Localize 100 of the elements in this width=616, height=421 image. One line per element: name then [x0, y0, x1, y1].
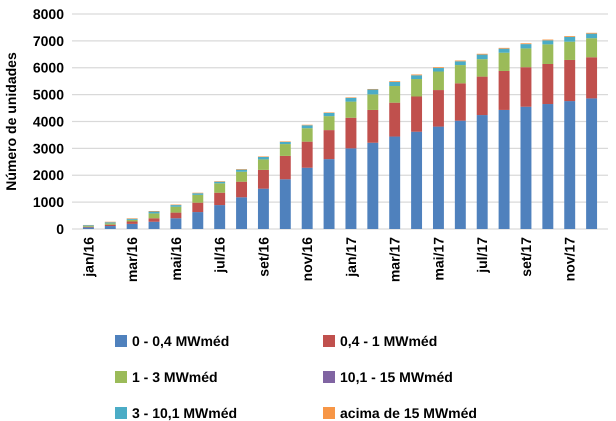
x-tick-label: mar/17	[386, 236, 403, 282]
bar	[454, 65, 466, 84]
bar	[345, 148, 356, 229]
bar	[476, 76, 488, 116]
bar	[586, 98, 598, 229]
y-tick-label: 5000	[32, 86, 64, 103]
bar	[280, 156, 291, 180]
legend-label: 3 - 10,1 MWméd	[132, 404, 238, 421]
bar	[476, 54, 488, 60]
bar	[498, 70, 510, 110]
legend-label: 1 - 3 MWméd	[132, 368, 218, 385]
bar	[367, 94, 378, 110]
bar	[564, 60, 576, 102]
bar	[411, 132, 422, 229]
bar	[498, 48, 510, 53]
bar	[345, 98, 356, 102]
bar	[520, 44, 532, 48]
bar	[432, 68, 444, 72]
bar	[236, 172, 248, 182]
bar	[302, 168, 313, 229]
bar	[389, 102, 400, 137]
legend-label: 10,1 - 15 MWméd	[340, 368, 453, 385]
bar	[280, 179, 291, 229]
x-tick-label: mai/16	[168, 236, 184, 281]
bar	[258, 159, 269, 170]
bar	[564, 101, 576, 229]
y-axis-title: Número de unidades	[3, 52, 19, 191]
y-tick-label: 6000	[32, 60, 64, 76]
y-tick-label: 7000	[32, 32, 64, 49]
bar	[345, 102, 356, 118]
bar	[192, 202, 204, 212]
y-tick-label: 1000	[32, 194, 64, 210]
bar	[302, 128, 313, 142]
bar	[432, 90, 444, 127]
bar	[345, 118, 356, 148]
y-tick-label: 8000	[32, 6, 64, 22]
bar	[586, 34, 598, 38]
x-tick-label: mar/16	[124, 236, 140, 282]
bar	[258, 156, 269, 160]
y-tick-label: 0	[56, 220, 64, 237]
bar	[258, 170, 269, 189]
bar	[324, 130, 335, 160]
legend-label: acima de 15 MWméd	[340, 404, 477, 421]
bar	[148, 213, 160, 218]
bar	[104, 226, 116, 229]
y-tick-label: 4000	[32, 113, 64, 130]
bar	[324, 116, 335, 130]
bar	[564, 36, 576, 42]
bar	[586, 57, 598, 98]
bar	[542, 104, 554, 229]
legend-label: 0 - 0,4 MWméd	[132, 332, 230, 349]
bar	[148, 222, 160, 229]
bar	[586, 38, 598, 58]
bar	[324, 159, 335, 229]
bar	[454, 120, 466, 229]
bar	[454, 61, 466, 66]
bar	[236, 197, 248, 229]
x-tick-label: nov/16	[299, 236, 316, 282]
bar	[126, 224, 138, 229]
bar	[236, 182, 248, 198]
bar	[214, 192, 226, 206]
bar	[498, 110, 510, 229]
bar	[389, 82, 400, 86]
legend-label: 0,4 - 1 MWméd	[340, 332, 438, 349]
bar	[367, 142, 378, 229]
bar	[170, 212, 182, 218]
bar	[280, 144, 291, 156]
bar	[498, 52, 510, 71]
bar	[302, 142, 313, 168]
y-tick-label: 3000	[32, 140, 64, 156]
bar	[520, 67, 532, 107]
bar	[520, 106, 532, 229]
bar	[476, 59, 488, 77]
y-tick-label: 2000	[32, 167, 64, 184]
bar	[170, 206, 182, 213]
bar	[324, 112, 335, 116]
bar	[389, 136, 400, 229]
x-tick-label: jul/17	[474, 236, 490, 274]
bar	[389, 86, 400, 103]
bar	[454, 83, 466, 121]
bar	[542, 64, 554, 104]
bar	[367, 110, 378, 143]
bar	[126, 221, 138, 224]
bar	[214, 205, 226, 229]
bar	[542, 40, 554, 44]
bar	[564, 42, 576, 60]
x-tick-label: jan/16	[80, 236, 96, 278]
bar	[411, 75, 422, 80]
bar	[214, 183, 226, 193]
x-tick-label: nov/17	[562, 236, 578, 282]
bar	[411, 79, 422, 97]
bar	[258, 188, 269, 229]
bar	[476, 115, 488, 229]
bar	[432, 72, 444, 90]
bar	[192, 212, 204, 229]
x-tick-label: set/16	[255, 236, 272, 277]
bar	[170, 218, 182, 229]
x-tick-label: jan/17	[342, 236, 359, 278]
bar	[280, 142, 291, 144]
bar	[520, 48, 532, 68]
